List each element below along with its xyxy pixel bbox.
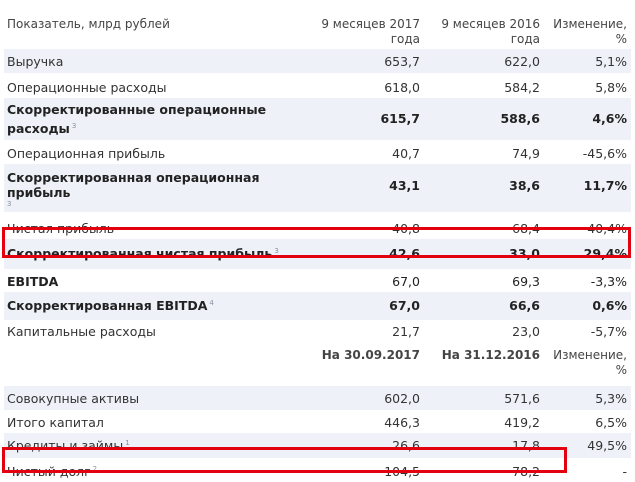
- table-header-row: Показатель, млрд рублей 9 месяцев 2017 го…: [4, 0, 631, 49]
- table-row-highlighted: Скорректированная чистая прибыль 3 42,6 3…: [4, 239, 631, 269]
- row-label: Скорректированная EBITDA 4: [4, 292, 299, 320]
- row-label: Скорректированная чистая прибыль 3: [4, 239, 299, 269]
- row-change: 4,6%: [544, 98, 631, 140]
- row-label: Операционные расходы: [7, 80, 167, 95]
- row-value-2016: 33,0: [424, 239, 544, 269]
- row-value-2017: 618,0: [384, 80, 420, 95]
- table-row: Скорректированные операционные расходы 3 6…: [4, 98, 631, 140]
- row-value-2017: 653,7: [299, 49, 424, 73]
- row-change: 5,1%: [544, 49, 631, 73]
- table-row-highlighted: Чистый долг 2 -104,5 -78,2 -: [4, 458, 631, 482]
- footnote-ref: 3: [71, 122, 77, 130]
- table-row: Операционная прибыль 40,7 74,9 -45,6%: [4, 140, 631, 164]
- row-change: 6,5%: [595, 415, 627, 430]
- header-date-2016: На 31.12.2016: [441, 348, 540, 362]
- row-value-2016: 38,6: [424, 164, 544, 212]
- row-change: -3,3%: [590, 274, 627, 289]
- row-change: -: [622, 464, 627, 479]
- footnote-ref: 1: [125, 438, 130, 447]
- row-value-2016: 69,3: [512, 274, 540, 289]
- row-value-2017: 40,7: [392, 146, 420, 161]
- header-9m-2017: 9 месяцев 2017 года: [321, 17, 420, 46]
- footnote-ref: 2: [92, 464, 98, 473]
- table-row: Скорректированная операционная прибыль 3 …: [4, 164, 631, 212]
- financial-table: Показатель, млрд рублей 9 месяцев 2017 го…: [4, 0, 631, 482]
- header-change: Изменение,%: [553, 17, 627, 46]
- header-9m-2016: 9 месяцев 2016 года: [441, 17, 540, 46]
- table-row: Итого капитал 446,3 419,2 6,5%: [4, 410, 631, 433]
- row-value-2017: -104,5: [379, 464, 420, 479]
- row-change: -45,6%: [582, 146, 627, 161]
- row-label: Операционная прибыль: [7, 146, 166, 161]
- table-row: Операционные расходы 618,0 584,2 5,8%: [4, 73, 631, 98]
- row-value-2016: 584,2: [504, 80, 540, 95]
- row-value-2016: 17,8: [424, 433, 544, 458]
- row-value-2016: 622,0: [424, 49, 544, 73]
- row-label: Скорректированная операционная прибыль 3: [4, 164, 299, 212]
- row-value-2017: 21,7: [392, 324, 420, 339]
- row-change: 11,7%: [544, 164, 631, 212]
- row-value-2017: 42,6: [299, 239, 424, 269]
- row-change: -40,4%: [582, 221, 627, 236]
- row-value-2017: 67,0: [392, 274, 420, 289]
- row-label: Итого капитал: [7, 415, 104, 430]
- table-row: EBITDA 67,0 69,3 -3,3%: [4, 269, 631, 292]
- footnote-ref: 3: [7, 200, 12, 208]
- row-value-2016: 588,6: [424, 98, 544, 140]
- table-row: Выручка 653,7 622,0 5,1%: [4, 49, 631, 73]
- row-label: Чистая прибыль: [7, 221, 115, 236]
- table-header-row-2: На 30.09.2017 На 31.12.2016 Изменение,%: [4, 343, 631, 386]
- footnote-ref: 3: [274, 246, 279, 255]
- header-indicator: Показатель, млрд рублей: [7, 17, 170, 31]
- row-label: Кредиты и займы 1: [4, 433, 299, 458]
- table-row: Совокупные активы 602,0 571,6 5,3%: [4, 386, 631, 410]
- row-value-2016: 74,9: [512, 146, 540, 161]
- row-value-2016: 66,6: [424, 292, 544, 320]
- row-change: 29,4%: [544, 239, 631, 269]
- row-value-2017: 43,1: [299, 164, 424, 212]
- row-change: 5,8%: [595, 80, 627, 95]
- row-value-2017: 615,7: [299, 98, 424, 140]
- header-date-2017: На 30.09.2017: [321, 348, 420, 362]
- row-value-2016: 23,0: [512, 324, 540, 339]
- row-value-2016: 419,2: [504, 415, 540, 430]
- header-change-2: Изменение,%: [553, 348, 627, 377]
- row-label: Выручка: [4, 49, 299, 73]
- row-value-2016: 68,4: [512, 221, 540, 236]
- row-label: EBITDA: [7, 274, 59, 289]
- table-row: Кредиты и займы 1 26,6 17,8 49,5%: [4, 433, 631, 458]
- row-value-2016: -78,2: [507, 464, 540, 479]
- row-label: Капитальные расходы: [7, 324, 156, 339]
- row-change: 5,3%: [544, 386, 631, 410]
- row-value-2017: 26,6: [299, 433, 424, 458]
- row-change: 49,5%: [544, 433, 631, 458]
- row-value-2017: 67,0: [299, 292, 424, 320]
- row-change: 0,6%: [544, 292, 631, 320]
- row-change: -5,7%: [590, 324, 627, 339]
- table-row: Скорректированная EBITDA 4 67,0 66,6 0,6%: [4, 292, 631, 320]
- row-value-2017: 446,3: [384, 415, 420, 430]
- table-row: Чистая прибыль 40,8 68,4 -40,4%: [4, 212, 631, 239]
- footnote-ref: 4: [209, 298, 214, 307]
- row-value-2017: 602,0: [299, 386, 424, 410]
- row-value-2016: 571,6: [424, 386, 544, 410]
- table-row: Капитальные расходы 21,7 23,0 -5,7%: [4, 320, 631, 343]
- row-value-2017: 40,8: [392, 221, 420, 236]
- row-label: Чистый долг 2: [7, 464, 98, 479]
- row-label: Скорректированные операционные расходы 3: [4, 98, 299, 140]
- row-label: Совокупные активы: [4, 386, 299, 410]
